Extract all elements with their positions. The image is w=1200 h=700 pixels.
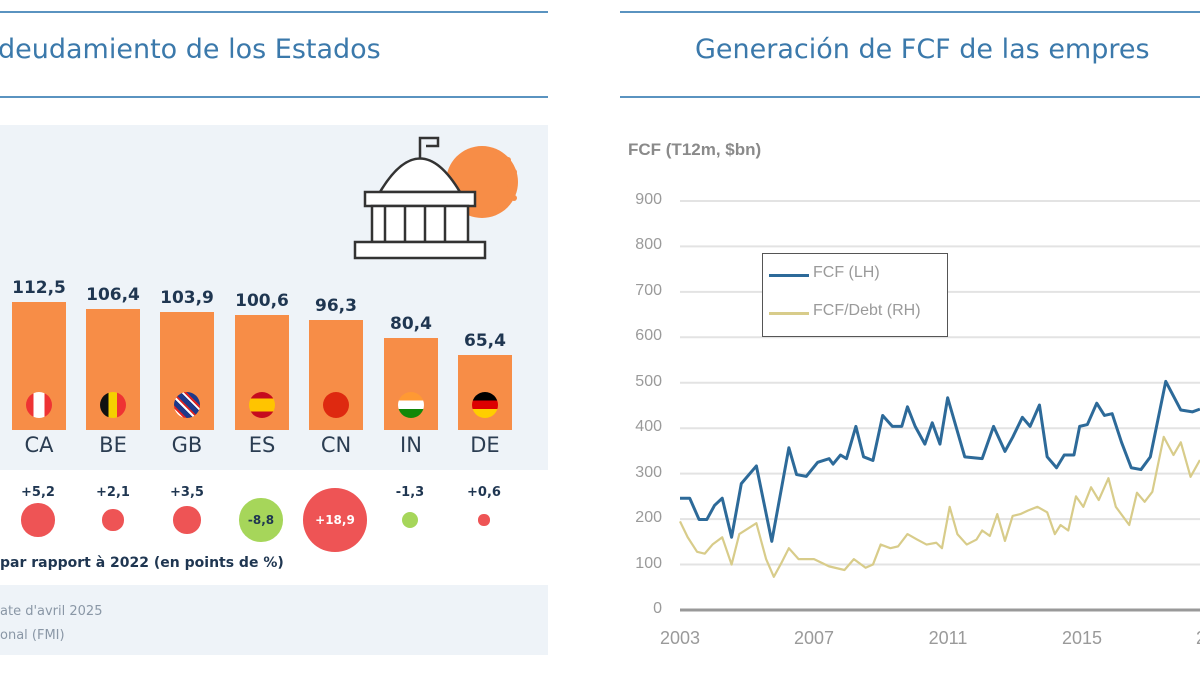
y-tick-label: 600 xyxy=(635,327,662,345)
x-tick-label: 2007 xyxy=(793,628,835,648)
change-label: +2,1 xyxy=(96,485,130,500)
change-bubble xyxy=(21,503,55,537)
y-axis-label: FCF (T12m, $bn) xyxy=(628,140,762,159)
china-flag-icon xyxy=(323,392,349,418)
legend-label-fcf-debt: FCF/Debt (RH) xyxy=(813,302,921,319)
footnote-source: onal (FMI) xyxy=(0,628,65,643)
category-label: CA xyxy=(24,433,54,457)
change-label: +3,5 xyxy=(170,485,204,500)
bubble-caption: par rapport à 2022 (en points de %) xyxy=(0,555,284,571)
change-bubble xyxy=(478,514,490,526)
category-label: DE xyxy=(470,433,500,457)
x-tick-label: 2019 xyxy=(1191,628,1200,649)
y-tick-label: 0 xyxy=(653,600,662,617)
bar-value-label: 80,4 xyxy=(390,314,432,335)
x-tick-label: 2015 xyxy=(1061,628,1103,648)
top-rule-left xyxy=(0,11,548,13)
bar-value-label: 100,6 xyxy=(235,291,289,312)
y-tick-label: 300 xyxy=(635,463,662,481)
fcf-debt-series-line xyxy=(679,435,1200,578)
change-bubble xyxy=(102,509,124,531)
category-label: BE xyxy=(99,433,127,457)
change-bubble xyxy=(173,506,201,534)
fcf-series-line xyxy=(680,379,1200,543)
footnote-box xyxy=(0,585,548,655)
belgium-flag-icon xyxy=(100,392,126,418)
india-flag-icon xyxy=(398,392,424,418)
germany-flag-icon xyxy=(472,392,498,418)
top-rule-right xyxy=(620,11,1200,13)
y-tick-label: 200 xyxy=(635,509,662,527)
change-label: -1,3 xyxy=(395,485,425,500)
bar-value-label: 106,4 xyxy=(86,284,140,305)
title-rule-left xyxy=(0,96,548,98)
change-bubble: +18,9 xyxy=(303,488,367,552)
footnote-date: ate d'avril 2025 xyxy=(0,604,103,619)
category-label: ES xyxy=(248,433,276,457)
left-panel-title: deudamiento de los Estados xyxy=(0,34,381,65)
y-tick-label: 700 xyxy=(635,281,662,299)
government-building-icon xyxy=(353,136,518,260)
category-label: CN xyxy=(320,433,352,457)
legend-swatch-fcf xyxy=(769,274,809,277)
bar-value-label: 96,3 xyxy=(315,296,357,317)
legend-label-fcf: FCF (LH) xyxy=(813,264,880,281)
legend: FCF (LH) FCF/Debt (RH) xyxy=(762,253,948,337)
change-bubble: -8,8 xyxy=(239,498,283,542)
y-tick-label: 400 xyxy=(635,418,662,436)
legend-swatch-fcf-debt xyxy=(769,312,809,315)
bar-value-label: 65,4 xyxy=(464,331,506,352)
y-tick-label: 100 xyxy=(635,554,662,572)
change-label: +5,2 xyxy=(21,485,55,500)
united-kingdom-flag-icon xyxy=(174,392,200,418)
right-panel-title: Generación de FCF de las empres xyxy=(695,34,1150,65)
bar-value-label: 112,5 xyxy=(12,277,66,298)
spain-flag-icon xyxy=(249,392,275,418)
change-label: +0,6 xyxy=(467,485,501,500)
y-tick-label: 800 xyxy=(635,236,662,254)
category-label: IN xyxy=(400,433,422,457)
x-tick-label: 2011 xyxy=(928,628,968,648)
category-label: GB xyxy=(171,433,203,457)
y-tick-label: 500 xyxy=(635,372,662,390)
bar-value-label: 103,9 xyxy=(160,287,214,308)
change-bubble xyxy=(401,511,419,529)
x-tick-label: 2003 xyxy=(659,628,701,648)
canada-flag-icon xyxy=(26,392,52,418)
y-tick-label: 900 xyxy=(635,190,662,208)
title-rule-right xyxy=(620,96,1200,98)
